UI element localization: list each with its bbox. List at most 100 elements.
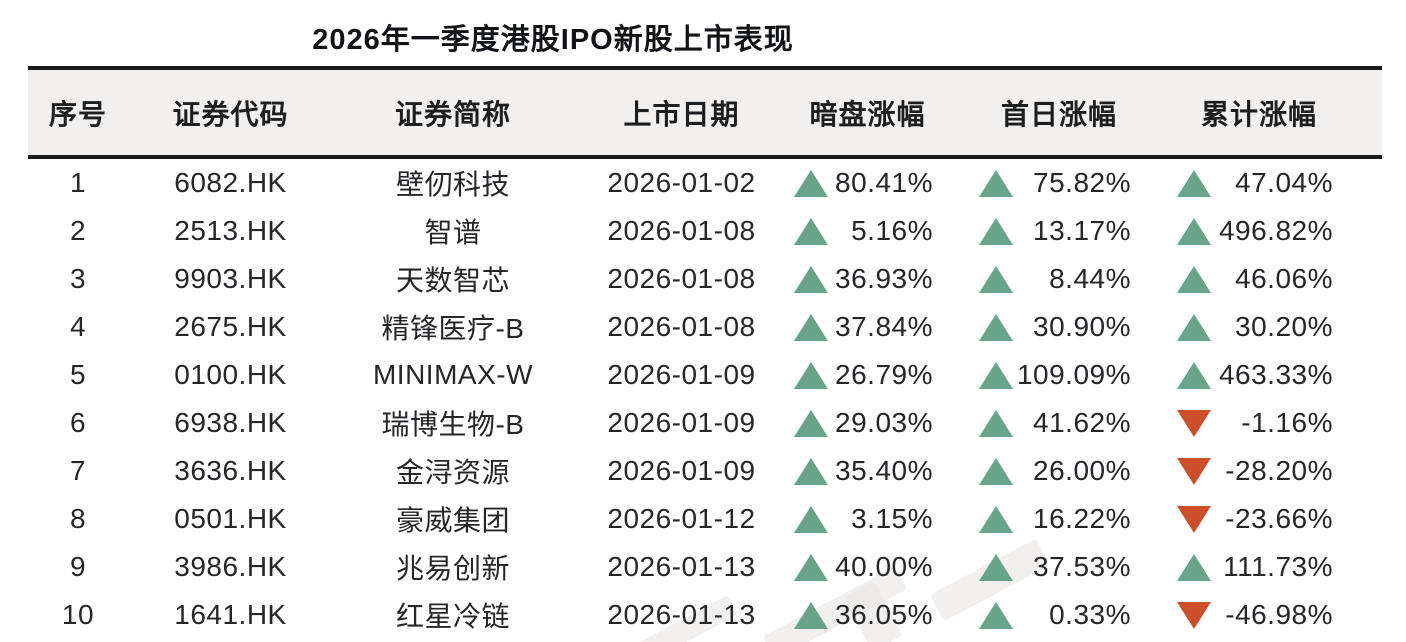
up-triangle-icon [1177, 265, 1211, 293]
row-no: 8 [69, 503, 87, 534]
first-day-change-value: 13.17% [1033, 215, 1131, 246]
table-body: 1 6082.HK 壁仞科技 2026-01-02 80.41% 75.82% 47.04%… [28, 159, 1382, 639]
first-day-change-cell: 13.17% [975, 215, 1143, 247]
first-day-change-value: 26.00% [1033, 455, 1131, 486]
row-no: 1 [69, 167, 87, 198]
table-top-rule [28, 66, 1382, 70]
cumulative-change-cell: 46.06% [1173, 263, 1345, 295]
first-day-change-value: 37.53% [1033, 551, 1131, 582]
up-triangle-icon [979, 361, 1013, 389]
row-no: 9 [69, 551, 87, 582]
up-triangle-icon [979, 505, 1013, 533]
row-no: 10 [61, 599, 95, 630]
up-triangle-icon [794, 217, 828, 245]
dark-pool-change-cell: 35.40% [790, 455, 945, 487]
row-no: 7 [69, 455, 87, 486]
header-dark-pool: 暗盘涨幅 [809, 98, 926, 130]
up-triangle-icon [979, 601, 1013, 629]
row-no: 5 [69, 359, 87, 390]
dark-pool-change-cell: 36.93% [790, 263, 945, 295]
dark-pool-change-value: 80.41% [835, 167, 933, 198]
stock-code: 2675.HK [174, 311, 287, 342]
first-day-change-value: 16.22% [1033, 503, 1131, 534]
dark-pool-change-cell: 80.41% [790, 167, 945, 199]
header-date: 上市日期 [623, 98, 740, 130]
dark-pool-change-value: 40.00% [835, 551, 933, 582]
page-title: 2026年一季度港股IPO新股上市表现 [312, 24, 794, 56]
stock-code: 9903.HK [174, 263, 287, 294]
cumulative-change-value: 463.33% [1218, 359, 1333, 390]
table-row: 3 9903.HK 天数智芯 2026-01-08 36.93% 8.44% 46.06% [28, 255, 1382, 303]
dark-pool-change-value: 36.93% [835, 263, 933, 294]
listing-date: 2026-01-02 [607, 167, 756, 198]
table-row: 7 3636.HK 金浔资源 2026-01-09 35.40% 26.00% -28.20… [28, 447, 1382, 495]
cumulative-change-cell: 463.33% [1173, 359, 1345, 391]
cumulative-change-cell: 496.82% [1173, 215, 1345, 247]
first-day-change-value: 109.09% [1016, 359, 1131, 390]
dark-pool-change-value: 35.40% [835, 455, 933, 486]
table-row: 10 1641.HK 红星冷链 2026-01-13 36.05% 0.33% -46.98… [28, 591, 1382, 639]
first-day-change-value: 75.82% [1033, 167, 1131, 198]
dark-pool-change-cell: 29.03% [790, 407, 945, 439]
first-day-change-value: 8.44% [1049, 263, 1131, 294]
stock-code: 3636.HK [174, 455, 287, 486]
up-triangle-icon [794, 553, 828, 581]
down-triangle-icon [1177, 409, 1211, 437]
up-triangle-icon [979, 169, 1013, 197]
cumulative-change-value: 30.20% [1235, 311, 1333, 342]
first-day-change-cell: 0.33% [975, 599, 1143, 631]
row-no: 2 [69, 215, 87, 246]
cumulative-change-value: 47.04% [1235, 167, 1333, 198]
stock-code: 2513.HK [174, 215, 287, 246]
stock-code: 1641.HK [174, 599, 287, 630]
down-triangle-icon [1177, 457, 1211, 485]
down-triangle-icon [1177, 601, 1211, 629]
stock-name: 瑞博生物-B [381, 409, 525, 440]
listing-date: 2026-01-12 [607, 503, 756, 534]
up-triangle-icon [1177, 553, 1211, 581]
cumulative-change-value: 496.82% [1218, 215, 1333, 246]
up-triangle-icon [979, 553, 1013, 581]
stock-name: 壁仞科技 [395, 169, 510, 200]
row-no: 6 [69, 407, 87, 438]
row-no: 3 [69, 263, 87, 294]
cumulative-change-cell: 111.73% [1173, 551, 1345, 583]
up-triangle-icon [1177, 217, 1211, 245]
listing-date: 2026-01-13 [607, 599, 756, 630]
table-row: 2 2513.HK 智谱 2026-01-08 5.16% 13.17% 496.82% [28, 207, 1382, 255]
cumulative-change-value: -46.98% [1225, 599, 1333, 630]
cumulative-change-cell: -1.16% [1173, 407, 1345, 439]
first-day-change-cell: 109.09% [975, 359, 1143, 391]
cumulative-change-value: -28.20% [1225, 455, 1333, 486]
dark-pool-change-cell: 3.15% [790, 503, 945, 535]
header-first-day: 首日涨幅 [1000, 98, 1117, 130]
stock-name: 精锋医疗-B [381, 313, 525, 344]
cumulative-change-cell: 30.20% [1173, 311, 1345, 343]
up-triangle-icon [979, 217, 1013, 245]
listing-date: 2026-01-09 [607, 359, 756, 390]
stock-name: 天数智芯 [395, 265, 510, 296]
dark-pool-change-value: 29.03% [835, 407, 933, 438]
cumulative-change-cell: -28.20% [1173, 455, 1345, 487]
first-day-change-cell: 41.62% [975, 407, 1143, 439]
ipo-table: 序号 证券代码 证券简称 上市日期 暗盘涨幅 首日涨幅 累计涨幅 1 6082.H… [28, 66, 1382, 639]
header-no: 序号 [48, 98, 107, 130]
dark-pool-change-cell: 40.00% [790, 551, 945, 583]
dark-pool-change-value: 3.15% [851, 503, 933, 534]
stock-name: 红星冷链 [395, 601, 510, 632]
cumulative-change-cell: 47.04% [1173, 167, 1345, 199]
stock-code: 6082.HK [174, 167, 287, 198]
cumulative-change-cell: -46.98% [1173, 599, 1345, 631]
listing-date: 2026-01-08 [607, 215, 756, 246]
up-triangle-icon [794, 601, 828, 629]
stock-code: 3986.HK [174, 551, 287, 582]
header-name: 证券简称 [394, 98, 511, 130]
up-triangle-icon [794, 313, 828, 341]
up-triangle-icon [979, 313, 1013, 341]
stock-code: 0100.HK [174, 359, 287, 390]
table-row: 6 6938.HK 瑞博生物-B 2026-01-09 29.03% 41.62% -1.1… [28, 399, 1382, 447]
up-triangle-icon [794, 409, 828, 437]
dark-pool-change-value: 37.84% [835, 311, 933, 342]
first-day-change-cell: 16.22% [975, 503, 1143, 535]
